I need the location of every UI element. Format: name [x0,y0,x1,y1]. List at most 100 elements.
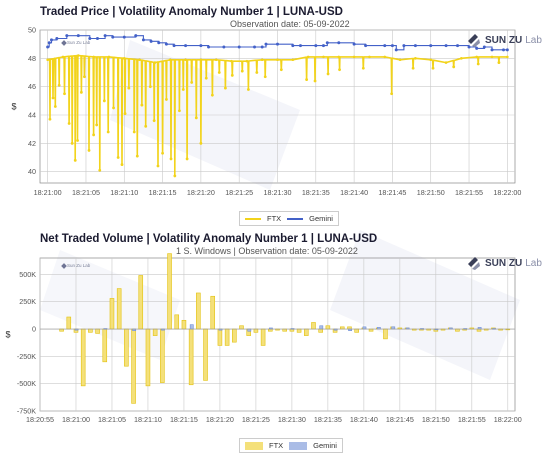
ftx-price-point [506,55,509,59]
ftx-volume-bar [239,325,244,330]
brand-suffix: Lab [525,257,542,269]
ftx-price-point [173,174,177,178]
gemini-price-point [55,37,59,40]
ftx-price-point [326,72,330,76]
ftx-price-point [199,58,203,62]
ftx-price-point [51,96,55,100]
gemini-price-point [429,44,433,48]
brand-name: SUN ZU [485,34,523,46]
gemini-price-point [172,44,176,48]
ftx-volume-bar [476,328,482,332]
ftx-volume-bar [354,328,359,333]
gemini-price-point [157,41,161,45]
ftx-price-point [138,58,141,62]
gemini-volume-bar [391,326,396,330]
brand-mark-icon [468,257,480,270]
price-y-tick-label: 50 [28,26,36,35]
price-y-tick-label: 42 [28,139,36,148]
price-x-tick-label: 18:21:35 [302,188,330,197]
ftx-price-point [361,66,365,70]
ftx-price-point [77,54,80,57]
gemini-price-point [222,45,226,49]
ftx-volume-bar [318,328,323,333]
price-x-tick-label: 18:22:00 [493,188,521,197]
ftx-price-point [246,88,250,91]
gemini-price-point [199,44,203,48]
ftx-volume-bar [325,325,331,330]
ftx-volume-bar [109,298,115,330]
ftx-price-point [165,98,168,101]
ftx-price-point [383,55,387,59]
ftx-volume-bar [196,292,201,330]
volume-x-tick-label: 18:22:00 [494,415,522,424]
ftx-volume-bar [59,328,64,332]
ftx-price-point [194,116,198,120]
legend-ftx-label: FTX [267,214,282,223]
price-legend[interactable]: FTX Gemini [239,211,339,226]
ftx-volume-bar [368,328,374,332]
ftx-price-point [63,92,66,96]
gemini-price-point [502,48,506,52]
ftx-price-point [313,79,317,83]
price-y-axis-label: $ [11,102,16,112]
ftx-price-point [106,130,110,134]
gemini-price-point [482,45,486,49]
gemini-price-point [390,44,394,48]
ftx-price-point [120,163,124,166]
volume-plot-frame [39,257,516,412]
price-x-tick-label: 18:21:50 [417,188,445,197]
volume-x-tick-label: 18:21:55 [458,415,486,424]
volume-chart-title: Net Traded Volume | Volatility Anomaly N… [40,233,378,245]
volume-x-tick-label: 18:21:40 [350,415,378,424]
ftx-price-point [144,124,148,128]
volume-y-tick-label: 250K [19,297,36,306]
ftx-volume-bar [383,328,388,340]
ftx-price-point [107,55,111,59]
gemini-volume-bar [189,324,194,330]
ftx-price-point [306,55,310,59]
ftx-volume-bar [167,253,172,330]
ftx-price-point [70,141,74,145]
gemini-price-point [383,44,387,48]
price-x-tick-label: 18:21:00 [34,188,62,197]
ftx-price-point [338,68,341,72]
ftx-price-point [460,57,463,60]
gemini-price-point [298,44,302,48]
ftx-price-point [102,99,106,103]
ftx-price-point [476,62,480,66]
gemini-price-point [149,39,153,43]
ftx-volume-bar [253,328,259,333]
ftx-price-point [184,58,187,62]
ftx-price-point [46,58,49,62]
ftx-volume-bar [347,326,352,330]
ftx-price-point [95,123,99,127]
gemini-price-point [95,37,99,40]
brand-name: SUN ZU [485,257,523,269]
price-y-tick-label: 46 [28,82,36,91]
mini-logo-icon [61,39,67,46]
gemini-price-point [134,34,138,38]
gemini-price-point [444,44,448,48]
gemini-volume-bar [247,328,252,332]
price-x-tick-label: 18:21:40 [340,188,368,197]
ftx-price-point [210,93,214,97]
ftx-volume-bar [95,328,100,334]
ftx-price-point [305,78,309,81]
ftx-price-point [452,65,456,69]
ftx-price-point [161,151,164,155]
gemini-volume-bar [362,326,367,330]
volume-x-tick-label: 18:21:20 [206,415,234,424]
volume-x-tick-label: 18:20:55 [26,415,54,424]
price-x-tick-label: 18:21:10 [110,188,138,197]
ftx-price-point [398,58,402,62]
gemini-price-point [402,44,406,48]
gemini-price-point [111,35,115,39]
ftx-price-point [122,57,126,60]
volume-legend[interactable]: FTX Gemini [239,438,343,453]
ftx-volume-bar [181,319,187,330]
gemini-price-point [505,48,509,52]
gemini-price-point [253,45,257,49]
gemini-price-point [475,46,479,50]
ftx-volume-bar [131,328,136,404]
